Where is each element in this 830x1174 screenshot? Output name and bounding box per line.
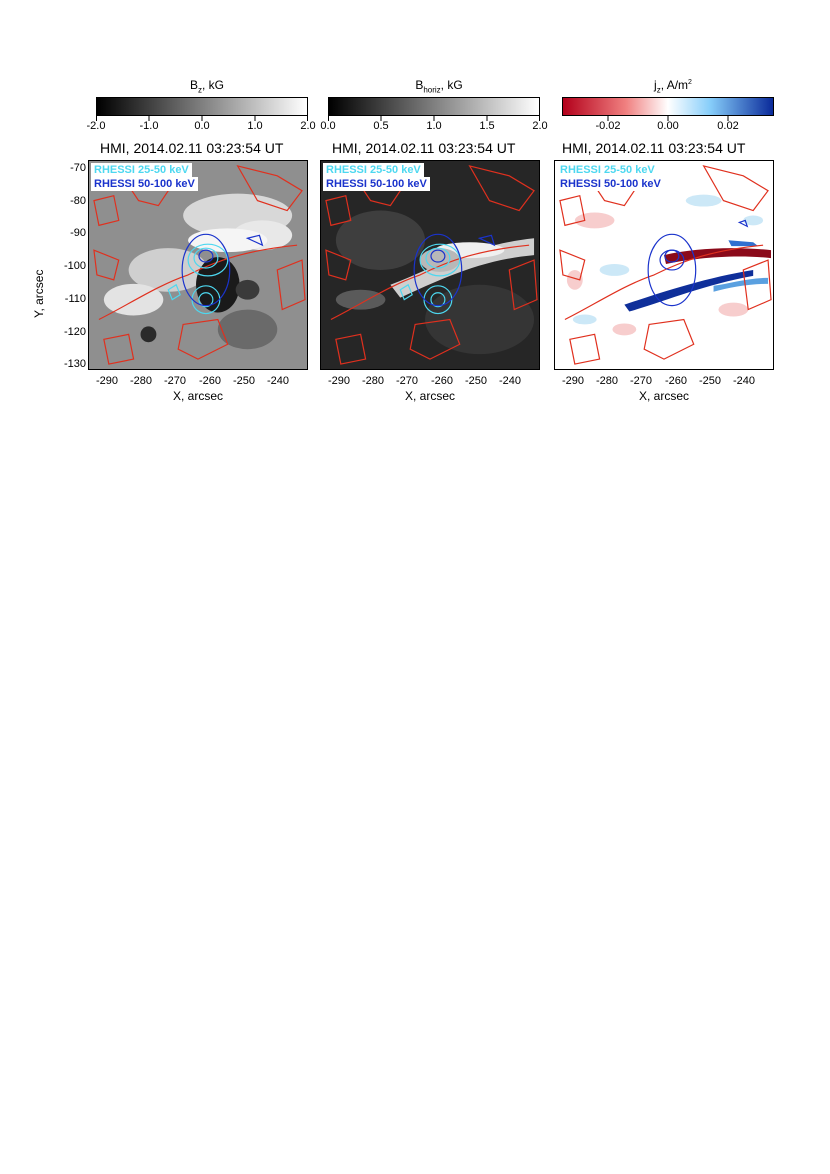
y-tick: -120 xyxy=(63,326,86,338)
x-ticks: -290 -280 -270 -260 -250 -240 xyxy=(88,375,308,389)
legend-50-100: RHESSI 50-100 keV xyxy=(557,177,664,191)
map-title: HMI, 2014.02.11 03:23:54 UT xyxy=(100,140,284,156)
x-tick: -250 xyxy=(464,375,488,387)
colorbar-title: Bhoriz, kG xyxy=(415,78,463,95)
x-tick: -260 xyxy=(664,375,688,387)
cb-label: 1.5 xyxy=(479,120,495,132)
colorbar-labels: 0.0 0.5 1.0 1.5 2.0 xyxy=(320,120,547,134)
map-bhoriz: RHESSI 25-50 keV RHESSI 50-100 keV xyxy=(320,160,540,370)
cb-label: 2.0 xyxy=(300,120,316,132)
cb-label: 1.0 xyxy=(247,120,263,132)
x-tick: -290 xyxy=(327,375,351,387)
map-title: HMI, 2014.02.11 03:23:54 UT xyxy=(562,140,746,156)
x-tick: -270 xyxy=(163,375,187,387)
y-tick: -130 xyxy=(63,358,86,370)
map-bz: RHESSI 25-50 keV RHESSI 50-100 keV xyxy=(88,160,308,370)
legend-50-100: RHESSI 50-100 keV xyxy=(323,177,430,191)
cb-label: 0.0 xyxy=(194,120,210,132)
panel-bhoriz: Bhoriz, kG 0.0 0.5 1.0 1.5 2.0 HMI, 2014… xyxy=(320,78,554,408)
colorbar-labels: -2.0 -1.0 0.0 1.0 2.0 xyxy=(87,120,316,134)
map-jz: RHESSI 25-50 keV RHESSI 50-100 keV xyxy=(554,160,774,370)
y-tick: -70 xyxy=(70,162,86,174)
colorbar-title: Bz, kG xyxy=(189,78,225,95)
colorbar-jz xyxy=(562,97,774,116)
x-ticks: -290 -280 -270 -260 -250 -240 xyxy=(320,375,540,389)
y-tick: -90 xyxy=(70,227,86,239)
colorbar-bhoriz xyxy=(328,97,540,116)
x-tick: -290 xyxy=(95,375,119,387)
colorbar-ticks xyxy=(328,116,540,121)
x-tick: -250 xyxy=(698,375,722,387)
y-tick: -110 xyxy=(64,293,86,305)
y-ticks: -70 -80 -90 -100 -110 -120 -130 xyxy=(52,160,86,370)
x-tick: -240 xyxy=(732,375,756,387)
colorbar-labels: -0.02 0.00 0.02 xyxy=(562,120,774,134)
legend-25-50: RHESSI 25-50 keV xyxy=(91,163,192,177)
bz-image xyxy=(89,161,307,369)
legend-25-50: RHESSI 25-50 keV xyxy=(323,163,424,177)
x-tick: -250 xyxy=(232,375,256,387)
panel-bz: Bz, kG -2.0 -1.0 0.0 1.0 2.0 HMI, 2014.0… xyxy=(32,78,322,408)
cb-label: -0.02 xyxy=(595,120,621,132)
cb-label: -2.0 xyxy=(86,120,106,132)
y-axis-label: Y, arcsec xyxy=(32,269,46,318)
legend-25-50: RHESSI 25-50 keV xyxy=(557,163,658,177)
x-axis-label: X, arcsec xyxy=(404,389,455,403)
cb-label: 0.0 xyxy=(320,120,336,132)
colorbar-bz xyxy=(96,97,308,116)
colorbar-ticks xyxy=(607,116,729,121)
map-title: HMI, 2014.02.11 03:23:54 UT xyxy=(332,140,516,156)
legend-50-100: RHESSI 50-100 keV xyxy=(91,177,198,191)
x-tick: -240 xyxy=(498,375,522,387)
cb-label: -1.0 xyxy=(139,120,159,132)
x-tick: -280 xyxy=(595,375,619,387)
x-tick: -280 xyxy=(361,375,385,387)
cb-label: 0.00 xyxy=(657,120,679,132)
x-ticks: -290 -280 -270 -260 -250 -240 xyxy=(554,375,774,389)
cb-label: 0.02 xyxy=(717,120,739,132)
cb-label: 1.0 xyxy=(426,120,442,132)
colorbar-ticks xyxy=(96,116,308,121)
x-tick: -260 xyxy=(198,375,222,387)
y-tick: -100 xyxy=(63,260,86,272)
cb-label: 0.5 xyxy=(373,120,389,132)
x-tick: -240 xyxy=(266,375,290,387)
x-axis-label: X, arcsec xyxy=(638,389,689,403)
x-tick: -280 xyxy=(129,375,153,387)
x-tick: -270 xyxy=(629,375,653,387)
panel-jz: jz, A/m2 -0.02 0.00 0.02 HMI, 2014.02.11… xyxy=(554,78,788,408)
x-tick: -290 xyxy=(561,375,585,387)
cb-label: 2.0 xyxy=(532,120,548,132)
y-tick: -80 xyxy=(70,195,86,207)
jz-image xyxy=(555,161,773,369)
x-axis-label: X, arcsec xyxy=(172,389,223,403)
x-tick: -270 xyxy=(395,375,419,387)
bhoriz-image xyxy=(321,161,539,369)
x-tick: -260 xyxy=(430,375,454,387)
colorbar-title: jz, A/m2 xyxy=(654,78,692,95)
